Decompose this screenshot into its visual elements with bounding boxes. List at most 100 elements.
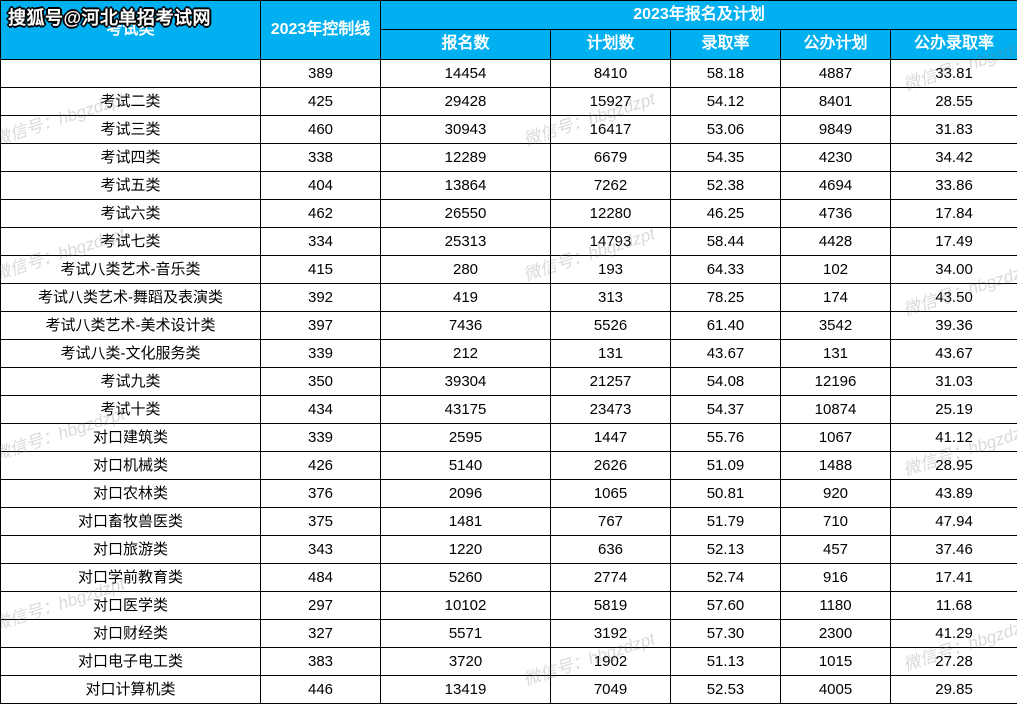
table-body: 38914454841058.18488733.81考试二类4252942815…	[1, 59, 1017, 703]
cell-pubrate: 41.12	[891, 423, 1017, 451]
cell-rate: 51.13	[671, 647, 781, 675]
cell-pubrate: 28.55	[891, 87, 1017, 115]
cell-score: 462	[261, 199, 381, 227]
header-pubrate: 公办录取率	[891, 30, 1017, 59]
cell-rate: 55.76	[671, 423, 781, 451]
cell-rate: 52.38	[671, 171, 781, 199]
cell-rate: 57.60	[671, 591, 781, 619]
cell-plan: 7049	[551, 675, 671, 703]
cell-rate: 46.25	[671, 199, 781, 227]
cell-plan: 12280	[551, 199, 671, 227]
cell-pubplan: 102	[781, 255, 891, 283]
cell-pubplan: 4736	[781, 199, 891, 227]
cell-plan: 3192	[551, 619, 671, 647]
cell-cat: 考试九类	[1, 367, 261, 395]
cell-rate: 43.67	[671, 339, 781, 367]
cell-rate: 54.08	[671, 367, 781, 395]
cell-cat: 考试六类	[1, 199, 261, 227]
cell-score: 383	[261, 647, 381, 675]
cell-score: 425	[261, 87, 381, 115]
cell-rate: 58.18	[671, 59, 781, 87]
table-row: 考试十类434431752347354.371087425.19	[1, 395, 1017, 423]
cell-apply: 419	[381, 283, 551, 311]
cell-pubplan: 10874	[781, 395, 891, 423]
cell-plan: 8410	[551, 59, 671, 87]
cell-cat: 对口农林类	[1, 479, 261, 507]
cell-cat: 考试三类	[1, 115, 261, 143]
cell-plan: 14793	[551, 227, 671, 255]
cell-apply: 26550	[381, 199, 551, 227]
cell-plan: 313	[551, 283, 671, 311]
cell-apply: 25313	[381, 227, 551, 255]
cell-apply: 280	[381, 255, 551, 283]
cell-rate: 54.37	[671, 395, 781, 423]
cell-plan: 1447	[551, 423, 671, 451]
cell-apply: 1220	[381, 535, 551, 563]
cell-apply: 39304	[381, 367, 551, 395]
cell-pubplan: 457	[781, 535, 891, 563]
cell-pubrate: 37.46	[891, 535, 1017, 563]
cell-score: 434	[261, 395, 381, 423]
cell-rate: 50.81	[671, 479, 781, 507]
cell-cat: 考试八类艺术-美术设计类	[1, 311, 261, 339]
table-row: 考试八类艺术-舞蹈及表演类39241931378.2517443.50	[1, 283, 1017, 311]
cell-score: 334	[261, 227, 381, 255]
cell-pubplan: 4428	[781, 227, 891, 255]
cell-rate: 51.09	[671, 451, 781, 479]
cell-cat: 对口财经类	[1, 619, 261, 647]
cell-score: 392	[261, 283, 381, 311]
cell-pubrate: 31.03	[891, 367, 1017, 395]
cell-rate: 78.25	[671, 283, 781, 311]
cell-pubplan: 1488	[781, 451, 891, 479]
cell-pubplan: 920	[781, 479, 891, 507]
cell-rate: 53.06	[671, 115, 781, 143]
cell-apply: 5140	[381, 451, 551, 479]
cell-cat: 考试七类	[1, 227, 261, 255]
cell-pubplan: 1015	[781, 647, 891, 675]
cell-pubrate: 17.41	[891, 563, 1017, 591]
cell-cat: 考试八类-文化服务类	[1, 339, 261, 367]
header-pubplan: 公办计划	[781, 30, 891, 59]
cell-apply: 29428	[381, 87, 551, 115]
table-row: 对口畜牧兽医类375148176751.7971047.94	[1, 507, 1017, 535]
cell-rate: 57.30	[671, 619, 781, 647]
cell-score: 404	[261, 171, 381, 199]
cell-cat: 对口旅游类	[1, 535, 261, 563]
cell-pubplan: 4005	[781, 675, 891, 703]
cell-plan: 636	[551, 535, 671, 563]
table-row: 对口计算机类44613419704952.53400529.85	[1, 675, 1017, 703]
cell-cat: 考试八类艺术-舞蹈及表演类	[1, 283, 261, 311]
cell-plan: 767	[551, 507, 671, 535]
cell-plan: 23473	[551, 395, 671, 423]
header-rate: 录取率	[671, 30, 781, 59]
cell-apply: 5571	[381, 619, 551, 647]
cell-pubplan: 2300	[781, 619, 891, 647]
cell-apply: 43175	[381, 395, 551, 423]
cell-pubrate: 11.68	[891, 591, 1017, 619]
cell-score: 484	[261, 563, 381, 591]
cell-cat: 对口计算机类	[1, 675, 261, 703]
cell-pubplan: 174	[781, 283, 891, 311]
table-row: 考试八类艺术-美术设计类3977436552661.40354239.36	[1, 311, 1017, 339]
cell-pubplan: 8401	[781, 87, 891, 115]
cell-pubrate: 39.36	[891, 311, 1017, 339]
cell-score: 350	[261, 367, 381, 395]
cell-pubplan: 12196	[781, 367, 891, 395]
cell-plan: 2774	[551, 563, 671, 591]
cell-cat: 考试十类	[1, 395, 261, 423]
cell-pubrate: 47.94	[891, 507, 1017, 535]
header-score: 2023年控制线	[261, 1, 381, 60]
cell-pubplan: 4887	[781, 59, 891, 87]
table-row: 对口机械类4265140262651.09148828.95	[1, 451, 1017, 479]
cell-rate: 51.79	[671, 507, 781, 535]
cell-plan: 7262	[551, 171, 671, 199]
cell-plan: 1065	[551, 479, 671, 507]
cell-cat	[1, 59, 261, 87]
cell-score: 376	[261, 479, 381, 507]
cell-apply: 13864	[381, 171, 551, 199]
cell-pubplan: 131	[781, 339, 891, 367]
table-row: 考试六类462265501228046.25473617.84	[1, 199, 1017, 227]
cell-apply: 10102	[381, 591, 551, 619]
cell-score: 426	[261, 451, 381, 479]
cell-rate: 52.53	[671, 675, 781, 703]
